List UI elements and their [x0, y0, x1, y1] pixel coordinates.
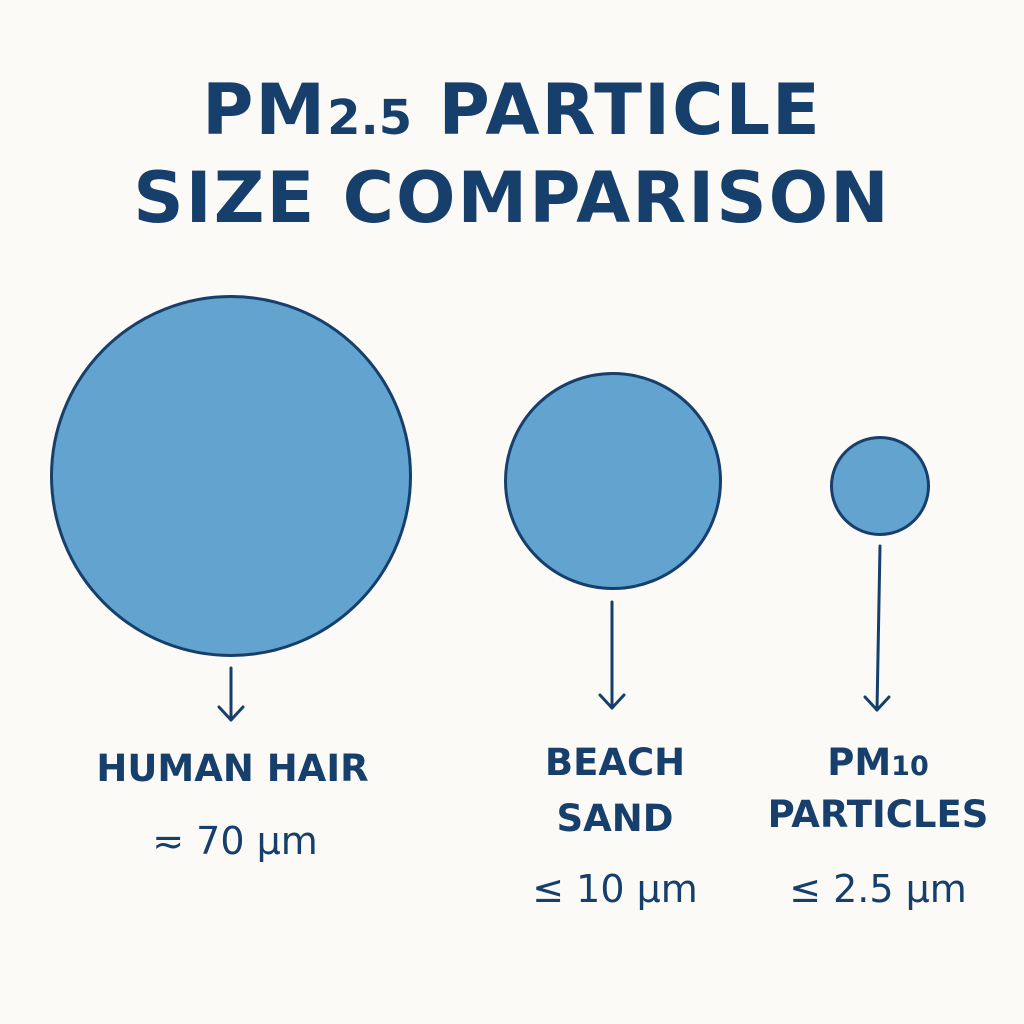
beach-sand-size: ≤ 10 μm [532, 867, 698, 911]
title-line-1: PM2.5 PARTICLE [0, 70, 1024, 158]
pm10-label-pm: PM [827, 741, 892, 784]
human-hair-label: HUMAN HAIR [96, 747, 369, 790]
title-line-2: SIZE COMPARISON [133, 157, 891, 239]
title-pm-text: PM [202, 69, 328, 151]
human-hair-circle [50, 295, 412, 657]
title-particle-text: PARTICLE [412, 69, 822, 151]
pm10-size: ≤ 2.5 μm [789, 867, 967, 911]
pm10-particle-circle [830, 436, 930, 536]
pm10-label-line-1: PM10 [760, 738, 996, 792]
title-subscript: 2.5 [327, 90, 413, 146]
beach-sand-label-line-1: BEACH [544, 741, 686, 784]
pm10-arrow [863, 544, 891, 712]
human-hair-size: ≂ 70 μm [152, 819, 318, 863]
beach-sand-circle [504, 372, 722, 590]
pm10-label-subscript: 10 [891, 751, 929, 782]
beach-sand-arrow [598, 600, 626, 710]
human-hair-arrow [217, 666, 245, 722]
beach-sand-label-line-2: SAND [556, 797, 674, 840]
pm10-label-line-2: PARTICLES [767, 793, 989, 836]
